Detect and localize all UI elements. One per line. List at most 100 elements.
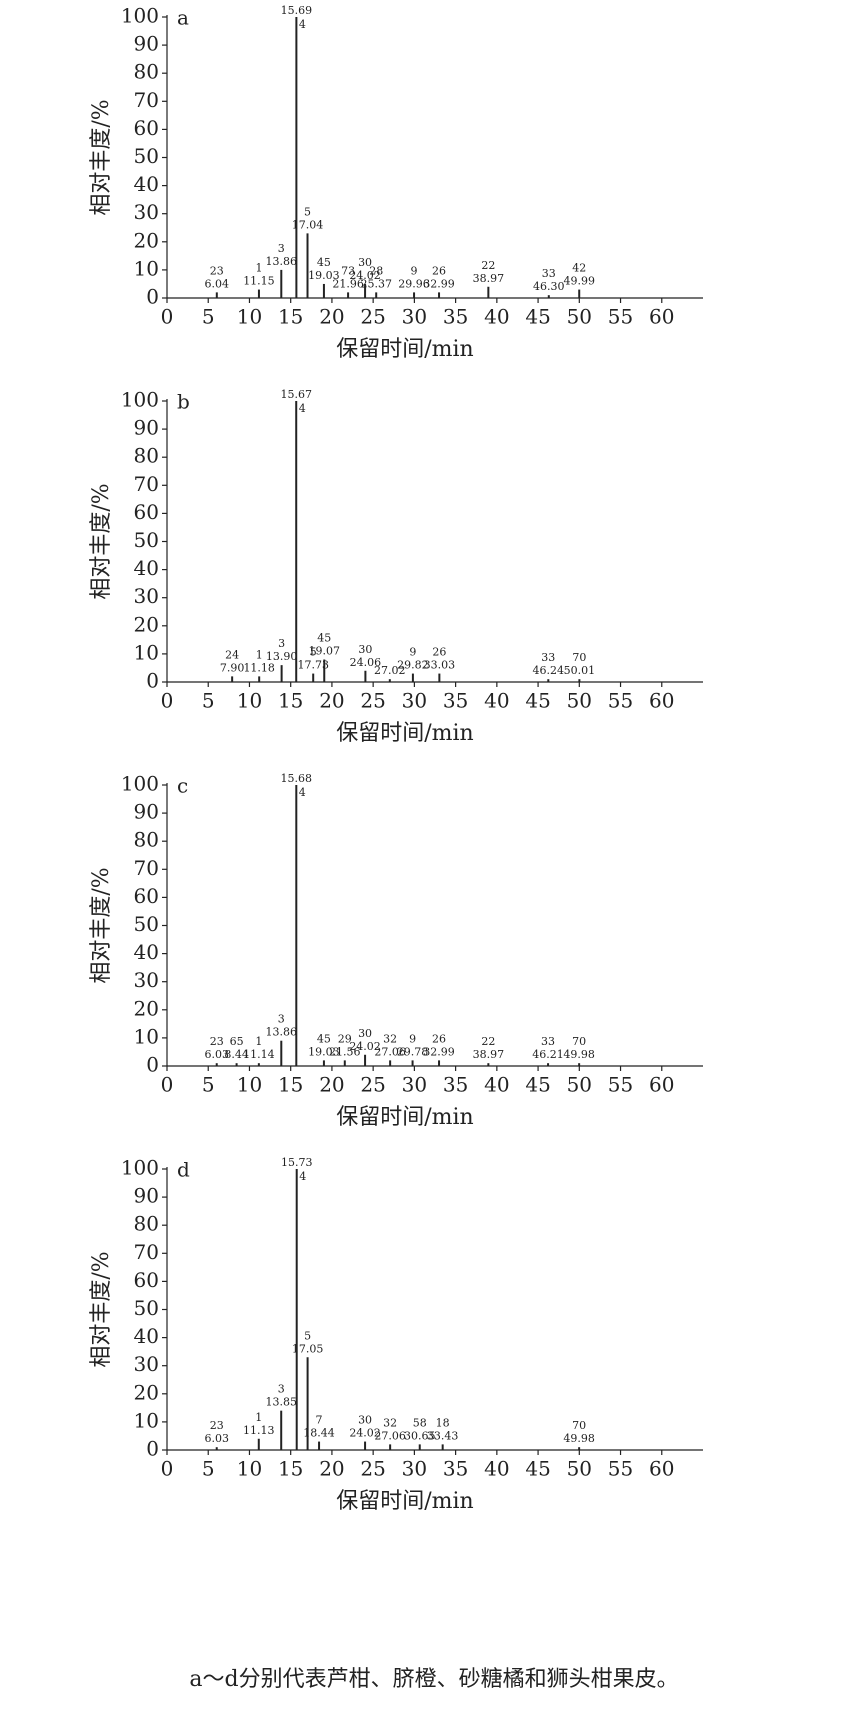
x-tick-label: 50: [567, 1073, 592, 1097]
retention-time-label: 25.37: [360, 277, 392, 290]
panel-label: d: [177, 1158, 190, 1182]
x-tick-label: 10: [237, 1457, 262, 1481]
retention-time-label: 33.03: [424, 659, 456, 672]
x-tick-label: 0: [161, 1457, 174, 1481]
y-tick-label: 90: [134, 416, 159, 440]
retention-time-label: 15.67: [280, 388, 312, 401]
retention-time-label: 27.02: [374, 664, 406, 677]
y-tick-label: 60: [134, 884, 159, 908]
x-tick-label: 40: [484, 1457, 509, 1481]
x-tick-label: 5: [202, 1073, 215, 1097]
y-tick-label: 100: [121, 388, 159, 412]
y-tick-label: 50: [134, 144, 159, 168]
y-tick-label: 70: [134, 472, 159, 496]
x-tick-label: 30: [402, 305, 427, 329]
y-tick-label: 0: [146, 1053, 159, 1077]
retention-time-label: 17.05: [292, 1342, 324, 1355]
retention-time-label: 15.69: [281, 4, 313, 17]
peak-number-label: 32: [383, 1416, 397, 1429]
x-tick-label: 55: [608, 689, 633, 713]
x-tick-label: 0: [161, 1073, 174, 1097]
peak-number-label: 4: [299, 1170, 306, 1183]
y-tick-label: 60: [134, 500, 159, 524]
retention-time-label: 11.13: [243, 1424, 275, 1437]
retention-time-label: 8.44: [224, 1048, 249, 1061]
x-tick-label: 30: [402, 689, 427, 713]
y-tick-label: 100: [121, 1156, 159, 1180]
y-axis-title: 相对丰度/%: [89, 867, 114, 983]
peak-number-label: 33: [541, 1035, 555, 1048]
retention-time-label: 19.07: [309, 645, 341, 658]
retention-time-label: 29.82: [397, 659, 429, 672]
y-tick-label: 10: [134, 1024, 159, 1048]
x-tick-label: 25: [360, 305, 385, 329]
y-tick-label: 60: [134, 1268, 159, 1292]
peak-number-label: 33: [541, 651, 555, 664]
retention-time-label: 19.03: [308, 1045, 340, 1058]
x-axis-title: 保留时间/min: [336, 337, 473, 362]
panel-label: b: [177, 390, 190, 414]
x-tick-label: 20: [319, 689, 344, 713]
x-tick-label: 30: [402, 1457, 427, 1481]
x-tick-label: 40: [484, 689, 509, 713]
retention-time-label: 24.02: [349, 1427, 381, 1440]
x-tick-label: 30: [402, 1073, 427, 1097]
y-tick-label: 10: [134, 640, 159, 664]
panel-label: a: [177, 6, 189, 30]
x-tick-label: 15: [278, 305, 303, 329]
peak-number-label: 1: [255, 1035, 262, 1048]
retention-time-label: 11.14: [243, 1048, 275, 1061]
panel-label: c: [177, 774, 188, 798]
x-tick-label: 50: [567, 1457, 592, 1481]
caption: a～d分别代表芦柑、脐橙、砂糖橘和狮头柑果皮。: [189, 1667, 678, 1692]
peak-number-label: 4: [299, 786, 306, 799]
y-tick-label: 70: [134, 1240, 159, 1264]
peak-number-label: 23: [210, 1035, 224, 1048]
retention-time-label: 49.99: [563, 275, 595, 288]
peak-number-label: 18: [436, 1416, 450, 1429]
retention-time-label: 27.06: [374, 1045, 406, 1058]
peak-number-label: 32: [383, 1032, 397, 1045]
peak-number-label: 5: [310, 646, 317, 659]
x-tick-label: 5: [202, 305, 215, 329]
peak-number-label: 45: [317, 1032, 331, 1045]
peak-number-label: 1: [255, 262, 262, 275]
y-tick-label: 80: [134, 828, 159, 852]
peak-number-label: 5: [304, 1329, 311, 1342]
retention-time-label: 46.24: [533, 664, 565, 677]
x-tick-label: 10: [237, 689, 262, 713]
x-tick-label: 60: [649, 689, 674, 713]
retention-time-label: 24.06: [350, 656, 382, 669]
y-tick-label: 80: [134, 60, 159, 84]
x-tick-label: 25: [360, 689, 385, 713]
retention-time-label: 21.96: [332, 277, 364, 290]
x-tick-label: 45: [525, 305, 550, 329]
y-tick-label: 80: [134, 1212, 159, 1236]
peak-number-label: 30: [358, 643, 372, 656]
retention-time-label: 15.68: [281, 772, 313, 785]
retention-time-label: 38.97: [473, 272, 505, 285]
y-tick-label: 20: [134, 228, 159, 252]
peak-number-label: 26: [432, 1032, 446, 1045]
y-tick-label: 20: [134, 1380, 159, 1404]
peak-number-label: 7: [316, 1414, 323, 1427]
x-tick-label: 40: [484, 305, 509, 329]
peak-number-label: 58: [413, 1416, 427, 1429]
y-tick-label: 100: [121, 4, 159, 28]
retention-time-label: 19.03: [308, 269, 340, 282]
peak-number-label: 30: [358, 1027, 372, 1040]
x-tick-label: 25: [360, 1073, 385, 1097]
x-tick-label: 45: [525, 689, 550, 713]
peak-number-label: 73: [341, 264, 355, 277]
peak-number-label: 23: [210, 1419, 224, 1432]
x-tick-label: 35: [443, 305, 468, 329]
retention-time-label: 7.90: [220, 661, 245, 674]
peak-number-label: 33: [542, 267, 556, 280]
peak-number-label: 26: [432, 264, 446, 277]
x-tick-label: 50: [567, 305, 592, 329]
x-tick-label: 55: [608, 1073, 633, 1097]
y-tick-label: 50: [134, 528, 159, 552]
peak-number-label: 65: [230, 1035, 244, 1048]
peak-number-label: 28: [369, 264, 383, 277]
peak-number-label: 70: [572, 1035, 586, 1048]
